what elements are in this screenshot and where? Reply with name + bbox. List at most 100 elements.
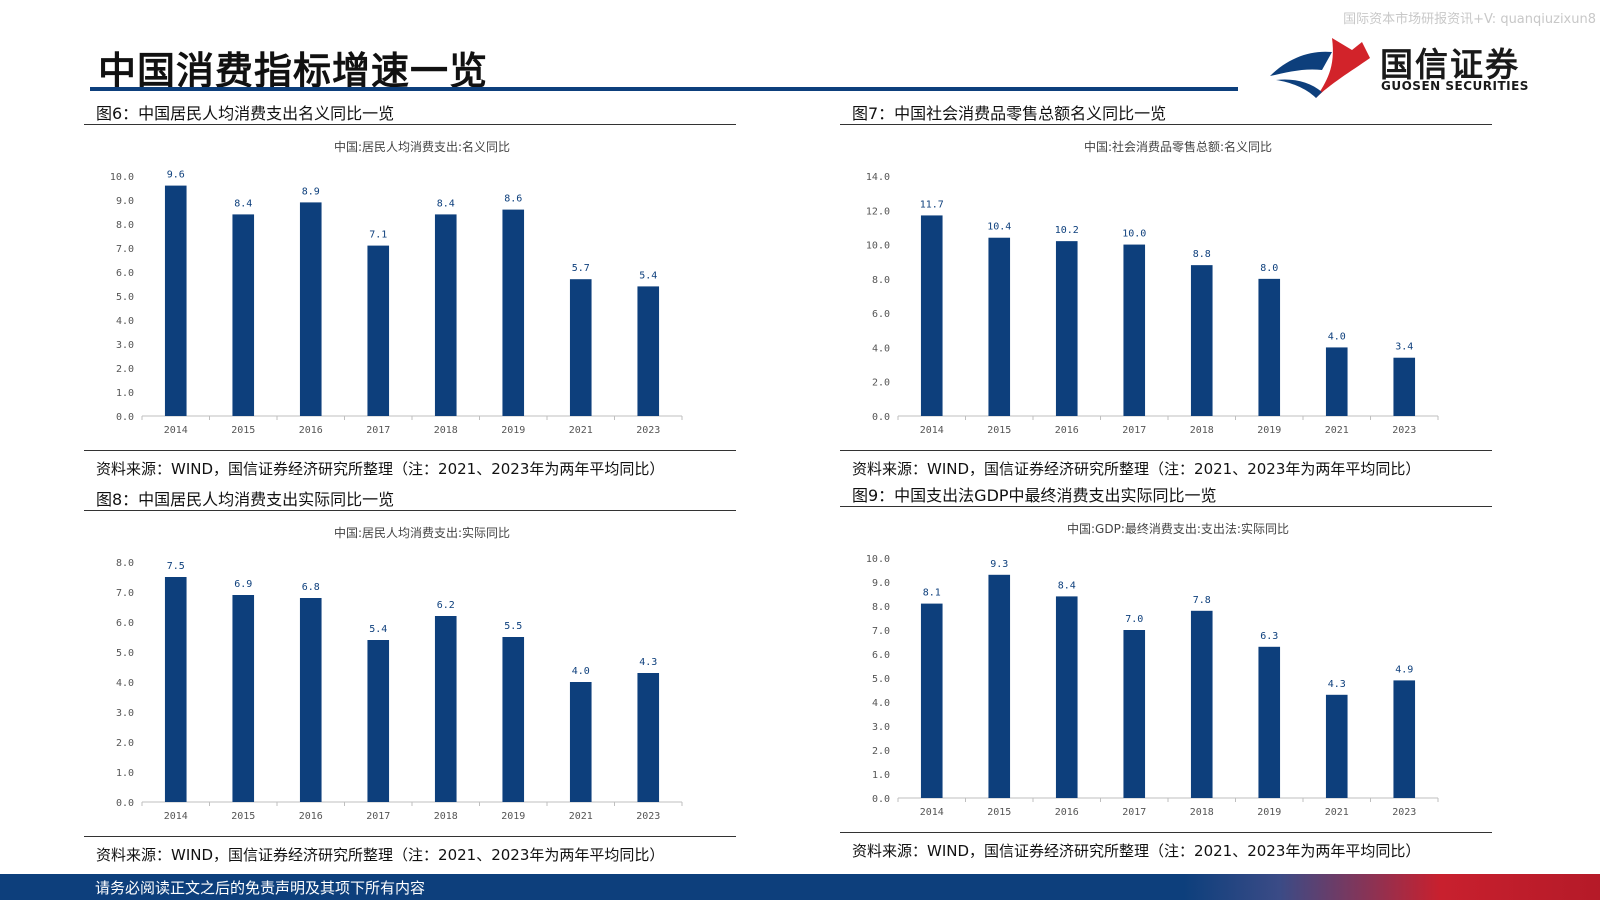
bar bbox=[1258, 646, 1281, 798]
bar bbox=[367, 245, 390, 416]
page-title: 中国消费指标增速一览 bbox=[98, 49, 489, 93]
data-label: 8.8 bbox=[1193, 249, 1211, 260]
data-label: 4.0 bbox=[572, 666, 590, 677]
data-label: 6.9 bbox=[234, 579, 252, 590]
chart-panel-3: 图8：中国居民人均消费支出实际同比一览 中国:居民人均消费支出:实际同比 0.0 1… bbox=[84, 486, 736, 866]
source-note: 资料来源：WIND，国信证券经济研究所整理（注：2021、2023年为两年平均同… bbox=[96, 846, 665, 864]
x-tick-label: 2017 bbox=[366, 425, 390, 436]
y-tick-label: 6.0 bbox=[116, 268, 134, 279]
chart-title: 中国:社会消费品零售总额:名义同比 bbox=[1084, 139, 1272, 154]
bar bbox=[988, 237, 1011, 416]
figure-title: 图9：中国支出法GDP中最终消费支出实际同比一览 bbox=[852, 486, 1217, 505]
data-label: 3.4 bbox=[1395, 342, 1413, 353]
bar bbox=[1123, 630, 1146, 798]
y-tick-label: 3.0 bbox=[116, 708, 134, 719]
figure-title: 图8：中国居民人均消费支出实际同比一览 bbox=[96, 490, 395, 509]
footer-bar: 请务必阅读正文之后的免责声明及其项下所有内容 bbox=[0, 874, 1600, 900]
panel-bottom-rule bbox=[840, 832, 1492, 833]
y-tick-label: 7.0 bbox=[116, 244, 134, 255]
x-tick-label: 2018 bbox=[434, 811, 458, 822]
y-tick-label: 3.0 bbox=[872, 722, 890, 733]
data-label: 10.2 bbox=[1055, 225, 1079, 236]
data-label: 8.4 bbox=[234, 198, 252, 209]
data-label: 4.0 bbox=[1328, 331, 1346, 342]
data-label: 10.4 bbox=[987, 222, 1011, 233]
data-label: 5.4 bbox=[369, 624, 387, 635]
watermark-text: 国际资本市场研报资讯+V: quanqiuzixun8 bbox=[1343, 12, 1596, 27]
y-tick-label: 1.0 bbox=[872, 770, 890, 781]
y-tick-label: 3.0 bbox=[116, 340, 134, 351]
y-tick-label: 6.0 bbox=[872, 309, 890, 320]
data-label: 7.8 bbox=[1193, 595, 1211, 606]
y-tick-label: 5.0 bbox=[116, 292, 134, 303]
y-tick-label: 8.0 bbox=[116, 220, 134, 231]
y-tick-label: 7.0 bbox=[116, 588, 134, 599]
x-tick-label: 2021 bbox=[1325, 425, 1349, 436]
y-tick-label: 14.0 bbox=[866, 172, 890, 183]
data-label: 4.3 bbox=[1328, 679, 1346, 690]
bar bbox=[1325, 347, 1348, 416]
y-tick-label: 1.0 bbox=[116, 388, 134, 399]
x-tick-label: 2016 bbox=[299, 811, 323, 822]
data-label: 9.3 bbox=[990, 559, 1008, 570]
y-tick-label: 8.0 bbox=[872, 602, 890, 613]
bar bbox=[1393, 680, 1416, 798]
data-label: 8.9 bbox=[302, 186, 320, 197]
bar bbox=[637, 286, 660, 416]
x-tick-label: 2016 bbox=[1055, 425, 1079, 436]
y-tick-label: 10.0 bbox=[110, 172, 134, 183]
data-label: 6.8 bbox=[302, 582, 320, 593]
bar bbox=[299, 598, 322, 802]
bar bbox=[434, 616, 457, 802]
x-tick-label: 2018 bbox=[1190, 425, 1214, 436]
y-tick-label: 0.0 bbox=[116, 412, 134, 423]
y-tick-label: 4.0 bbox=[872, 343, 890, 354]
chart-title: 中国:居民人均消费支出:名义同比 bbox=[334, 139, 510, 154]
bar bbox=[988, 574, 1011, 798]
y-tick-label: 4.0 bbox=[116, 678, 134, 689]
panel-top-rule bbox=[840, 124, 1492, 125]
x-tick-label: 2019 bbox=[501, 811, 525, 822]
data-label: 8.0 bbox=[1260, 263, 1278, 274]
data-label: 4.9 bbox=[1395, 664, 1413, 675]
x-tick-label: 2018 bbox=[1190, 807, 1214, 818]
y-tick-label: 0.0 bbox=[116, 798, 134, 809]
bar-chart: 中国:GDP:最终消费支出:支出法:实际同比 0.0 1.0 2.0 3.0 4.0 5.0… bbox=[866, 521, 1439, 818]
company-logo: 国信证券 GUOSEN SECURITIES bbox=[1270, 36, 1590, 100]
data-label: 5.4 bbox=[639, 270, 657, 281]
x-tick-label: 2014 bbox=[920, 807, 944, 818]
data-label: 7.5 bbox=[167, 561, 185, 572]
x-tick-label: 2023 bbox=[1392, 807, 1416, 818]
x-tick-label: 2015 bbox=[987, 807, 1011, 818]
x-tick-label: 2019 bbox=[1257, 425, 1281, 436]
title-divider bbox=[90, 87, 1238, 91]
y-tick-label: 2.0 bbox=[872, 746, 890, 757]
bar bbox=[637, 673, 660, 802]
x-tick-label: 2017 bbox=[1122, 425, 1146, 436]
data-label: 8.6 bbox=[504, 194, 522, 205]
y-tick-label: 0.0 bbox=[872, 794, 890, 805]
chart-title: 中国:居民人均消费支出:实际同比 bbox=[334, 525, 510, 540]
data-label: 10.0 bbox=[1122, 229, 1146, 240]
y-tick-label: 6.0 bbox=[872, 650, 890, 661]
x-tick-label: 2015 bbox=[231, 425, 255, 436]
data-label: 8.1 bbox=[923, 588, 941, 599]
y-tick-label: 6.0 bbox=[116, 618, 134, 629]
x-tick-label: 2017 bbox=[366, 811, 390, 822]
bar bbox=[1325, 694, 1348, 798]
data-label: 8.4 bbox=[1058, 580, 1076, 591]
y-tick-label: 5.0 bbox=[116, 648, 134, 659]
y-tick-label: 7.0 bbox=[872, 626, 890, 637]
x-tick-label: 2017 bbox=[1122, 807, 1146, 818]
y-tick-label: 4.0 bbox=[116, 316, 134, 327]
y-tick-label: 10.0 bbox=[866, 241, 890, 252]
y-tick-label: 1.0 bbox=[116, 768, 134, 779]
x-tick-label: 2021 bbox=[1325, 807, 1349, 818]
bar bbox=[502, 637, 525, 802]
chart-panel-2: 图7：中国社会消费品零售总额名义同比一览 中国:社会消费品零售总额:名义同比 0.… bbox=[840, 100, 1492, 480]
logo-text-en: GUOSEN SECURITIES bbox=[1381, 79, 1529, 93]
x-tick-label: 2015 bbox=[987, 425, 1011, 436]
bar bbox=[164, 185, 187, 416]
bar bbox=[920, 215, 943, 416]
y-tick-label: 8.0 bbox=[872, 275, 890, 286]
